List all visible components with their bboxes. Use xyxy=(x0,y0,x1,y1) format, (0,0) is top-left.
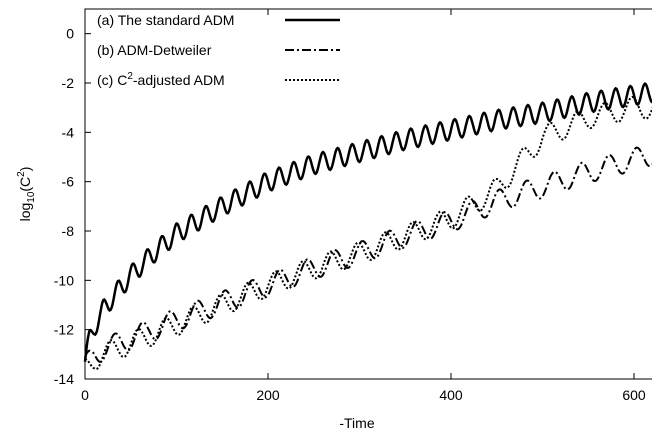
legend-label-3: (c) C2-adjusted ADM xyxy=(97,71,225,88)
y-tick-label: -12 xyxy=(54,322,74,338)
y-axis-title: log10(C2) xyxy=(16,167,37,222)
y-tick-label: -2 xyxy=(62,75,75,91)
series-layer xyxy=(83,82,652,371)
series-line-2 xyxy=(84,146,652,363)
x-tick-label: 200 xyxy=(256,387,280,403)
y-tick-label: -4 xyxy=(62,124,75,140)
y-tick-label: -8 xyxy=(62,223,75,239)
y-axis-title-sub: 10 xyxy=(26,191,37,203)
plot-frame xyxy=(84,8,652,380)
series-line-1 xyxy=(83,82,652,362)
x-tick-label: 400 xyxy=(439,387,463,403)
x-tick-label: 0 xyxy=(81,387,89,403)
y-tick-label: -14 xyxy=(54,371,74,387)
legend: (a) The standard ADM (b) ADM-Detweiler (c)… xyxy=(97,12,340,88)
y-tick-label: 0 xyxy=(66,26,74,42)
y-axis-title-base: log xyxy=(17,203,33,222)
series-line-3 xyxy=(84,96,652,371)
y-axis-title-open: (C xyxy=(17,177,33,192)
y-axis-title-sup: 2 xyxy=(16,171,27,177)
x-axis-title: -Time xyxy=(339,415,374,431)
y-tick-label: -6 xyxy=(62,174,75,190)
y-axis-title-close: ) xyxy=(17,167,33,172)
y-tick-label: -10 xyxy=(54,272,74,288)
legend-label-1: (a) The standard ADM xyxy=(97,12,234,28)
legend-label-2: (b) ADM-Detweiler xyxy=(97,42,212,58)
axis-ticks: 020040060080010000-2-4-6-8-10-12-14 xyxy=(54,9,646,403)
x-tick-label: 600 xyxy=(622,387,646,403)
